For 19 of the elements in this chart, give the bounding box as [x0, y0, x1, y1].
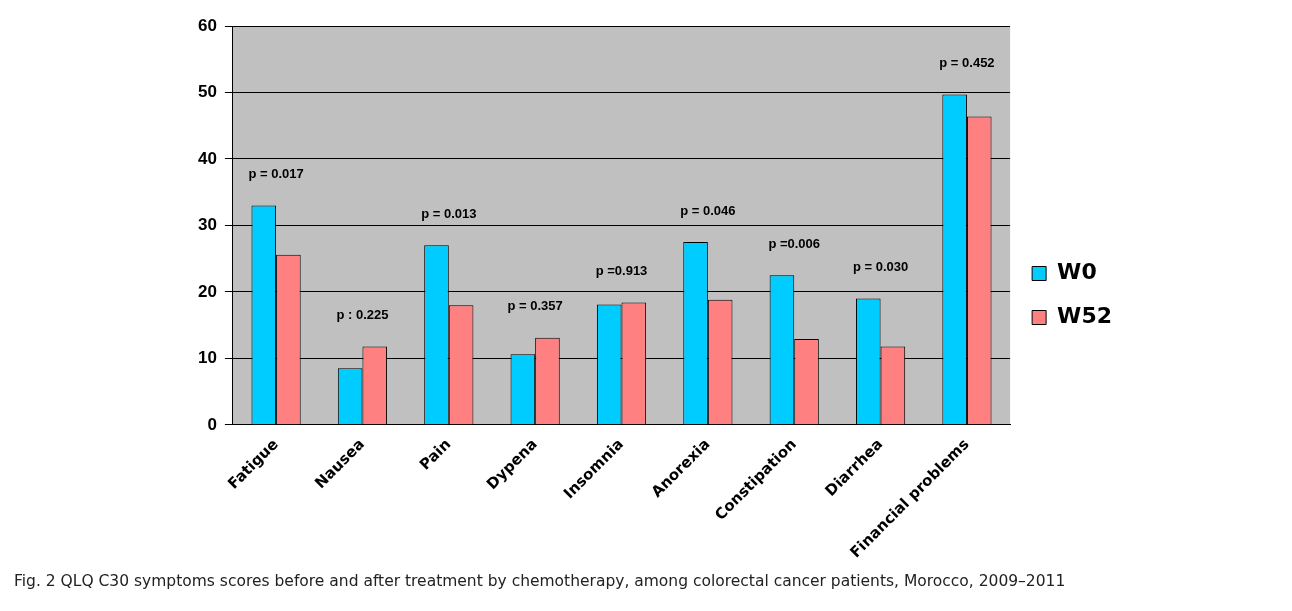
legend-label: W52 [1057, 303, 1113, 329]
y-tick-label: 40 [197, 148, 217, 168]
legend-label: W0 [1057, 259, 1097, 285]
annotation: p = 0.030 [852, 259, 909, 275]
y-tick-label: 20 [197, 281, 217, 301]
annotation: p = 0.017 [248, 166, 304, 182]
annotation: p : 0.225 [336, 306, 389, 322]
y-tick-label: 60 [197, 15, 217, 35]
annotation: p =0.006 [768, 235, 821, 251]
y-tick-label: 50 [197, 82, 217, 102]
annotation: p = 0.046 [680, 202, 736, 218]
caption: Fig. 2 QLQ C30 symptoms scores before and after treatment by chemotherapy, among colorectal cancer patients, Morocco, 2009–2011 [14, 572, 1066, 590]
annotation: p =0.913 [595, 263, 648, 279]
y-tick-label: 10 [197, 348, 217, 368]
y-tick-label: 30 [197, 215, 217, 235]
annotation: p = 0.013 [421, 205, 477, 221]
annotation: p = 0.452 [939, 55, 995, 71]
y-tick-label: 0 [207, 414, 217, 434]
annotation: p = 0.357 [507, 298, 563, 314]
